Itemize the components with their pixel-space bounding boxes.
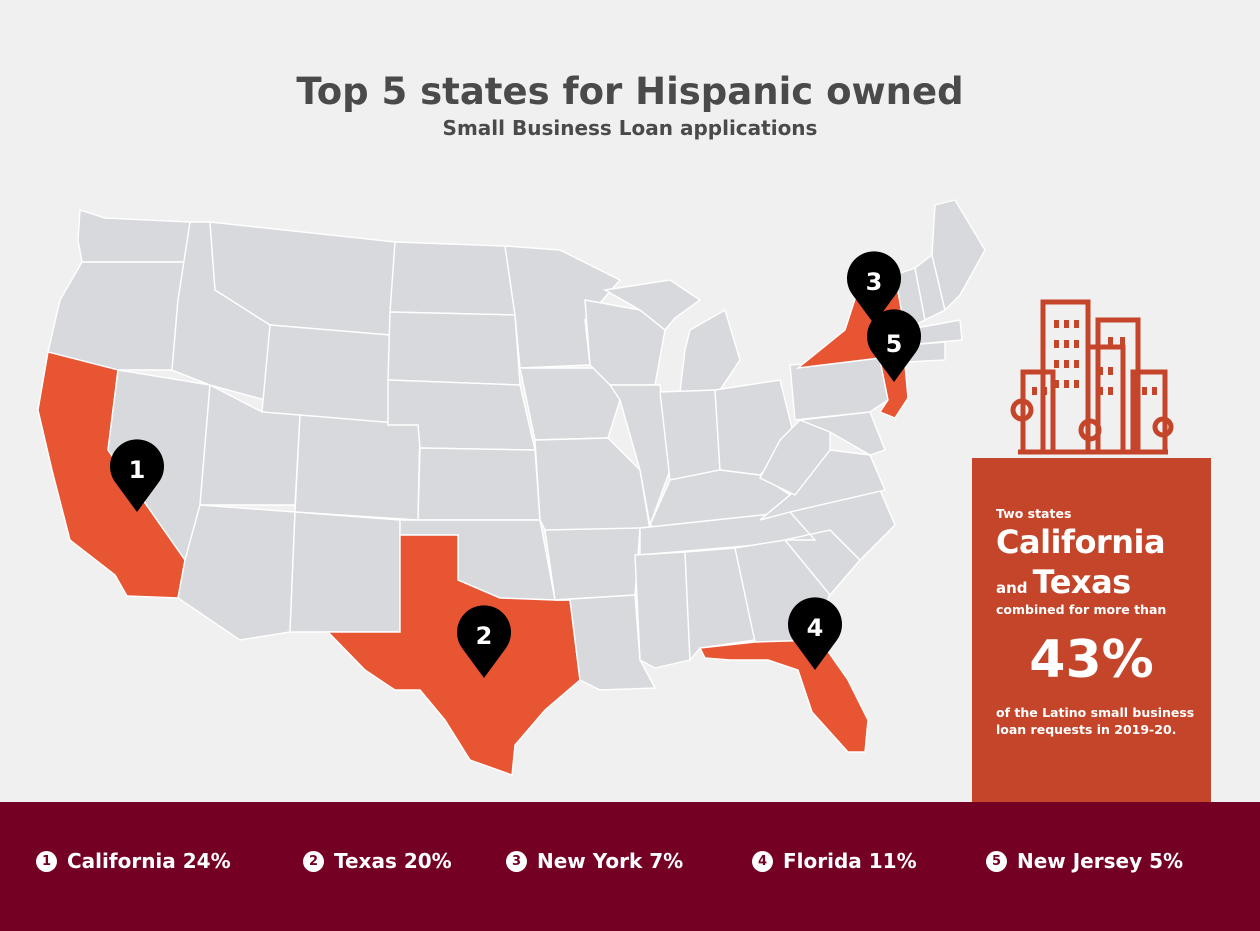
state-louisiana[interactable] — [554, 594, 657, 691]
legend-number-badge: 2 — [303, 850, 324, 872]
pin-3-label: 3 — [866, 268, 883, 296]
state-arizona[interactable] — [177, 504, 296, 641]
state-texas[interactable] — [326, 534, 581, 776]
legend-number-badge: 5 — [986, 850, 1007, 872]
state-maryland[interactable] — [799, 411, 886, 456]
state-maine[interactable] — [931, 199, 986, 312]
state-oregon[interactable] — [47, 261, 186, 371]
legend-label: Florida 11% — [783, 849, 917, 873]
pin-1[interactable]: 1 — [109, 439, 164, 512]
legend-label: California 24% — [67, 849, 231, 873]
state-florida[interactable] — [698, 639, 869, 753]
state-washington[interactable] — [77, 209, 191, 263]
state-north-dakota[interactable] — [389, 241, 516, 316]
callout-intro: Two states — [996, 506, 1072, 521]
callout-state-a: California — [996, 523, 1166, 561]
legend-label: New Jersey 5% — [1017, 849, 1184, 873]
map-subtitle: Small Business Loan applications — [442, 116, 818, 140]
callout-and: and — [996, 579, 1028, 597]
map-pin-icon — [788, 597, 842, 670]
legend-item-florida: 4 Florida 11% — [752, 849, 917, 873]
pin-2[interactable]: 2 — [457, 605, 512, 678]
legend-item-new-york: 3 New York 7% — [506, 849, 683, 873]
state-arkansas[interactable] — [544, 527, 641, 601]
legend-number-badge: 4 — [752, 850, 773, 872]
state-minnesota[interactable] — [504, 245, 622, 369]
legend-item-california: 1 California 24% — [36, 849, 231, 873]
legend-item-new-jersey: 5 New Jersey 5% — [986, 849, 1183, 873]
callout-description: of the Latino small business loan reques… — [996, 705, 1195, 737]
legend-item-texas: 2 Texas 20% — [303, 849, 452, 873]
state-wyoming[interactable] — [261, 324, 391, 426]
map-pin-icon — [109, 439, 164, 512]
legend-number-badge: 3 — [506, 850, 527, 872]
pin-2-label: 2 — [476, 622, 493, 650]
callout-state-b: Texas — [1032, 563, 1132, 601]
state-alabama[interactable] — [684, 547, 756, 662]
state-kansas[interactable] — [417, 447, 541, 521]
legend-label: Texas 20% — [334, 849, 452, 873]
map-pin-icon — [867, 309, 921, 382]
legend-number-badge: 1 — [36, 850, 57, 872]
legend-bar: 1 California 24% 2 Texas 20% 3 New York … — [0, 802, 1260, 931]
pin-5-label: 5 — [886, 330, 903, 358]
pin-5[interactable]: 5 — [867, 309, 921, 382]
pin-4-label: 4 — [807, 614, 824, 642]
pin-4[interactable]: 4 — [788, 597, 842, 670]
callout-combined: combined for more than — [996, 602, 1167, 617]
state-missouri[interactable] — [534, 437, 651, 531]
pin-1-label: 1 — [129, 456, 146, 484]
map-title: Top 5 states for Hispanic owned — [296, 70, 964, 113]
state-new-mexico[interactable] — [289, 511, 401, 633]
state-indiana[interactable] — [659, 389, 721, 481]
legend-label: New York 7% — [537, 849, 684, 873]
state-iowa[interactable] — [519, 367, 621, 441]
callout-percent: 43% — [1029, 630, 1154, 690]
map-pin-icon — [457, 605, 512, 678]
callout-panel: Two states California and Texas combined… — [972, 458, 1211, 802]
state-mississippi[interactable] — [634, 551, 691, 669]
map-pin-icon — [847, 251, 901, 324]
pin-3[interactable]: 3 — [847, 251, 901, 324]
state-colorado[interactable] — [294, 414, 421, 521]
state-south-dakota[interactable] — [387, 311, 521, 386]
city-buildings-icon — [1010, 299, 1174, 455]
